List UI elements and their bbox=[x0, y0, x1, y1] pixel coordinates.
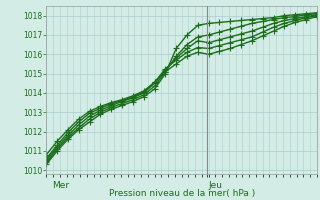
Text: Mer: Mer bbox=[52, 181, 69, 190]
Text: Pression niveau de la mer( hPa ): Pression niveau de la mer( hPa ) bbox=[109, 189, 256, 198]
Text: Jeu: Jeu bbox=[209, 181, 223, 190]
